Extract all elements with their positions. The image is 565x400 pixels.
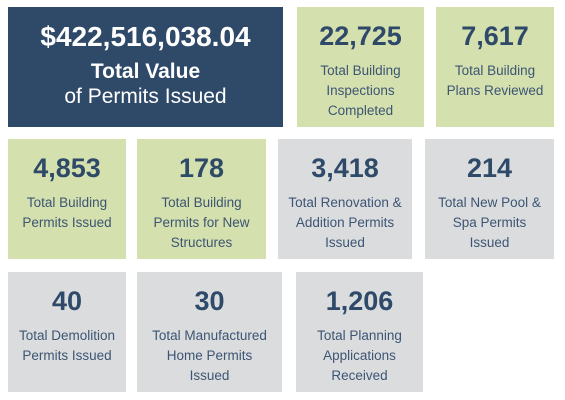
- total-value-card: $422,516,038.04 Total Value of Permits I…: [8, 7, 283, 127]
- stat-value: 4,853: [33, 153, 101, 183]
- planning-applications-card: 1,206 Total Planning Applications Receiv…: [296, 272, 423, 392]
- building-permits-issued-card: 4,853 Total Building Permits Issued: [8, 139, 126, 259]
- manufactured-home-permits-card: 30 Total Manufactured Home Permits Issue…: [137, 272, 282, 392]
- total-value-amount: $422,516,038.04: [40, 21, 251, 52]
- renovation-addition-permits-card: 3,418 Total Renovation & Addition Permit…: [278, 139, 412, 259]
- stat-value: 40: [51, 286, 83, 316]
- stat-value: 1,206: [325, 286, 394, 316]
- stat-label: Total New Pool & Spa Permits Issued: [438, 195, 541, 250]
- demolition-permits-card: 40 Total Demolition Permits Issued: [8, 272, 126, 392]
- stat-value: 214: [466, 153, 513, 183]
- pool-spa-permits-card: 214 Total New Pool & Spa Permits Issued: [425, 139, 554, 259]
- stat-label: Total Building Plans Reviewed: [446, 63, 544, 98]
- new-structures-permits-card: 178 Total Building Permits for New Struc…: [137, 139, 266, 259]
- stat-label: Total Renovation & Addition Permits Issu…: [288, 195, 402, 250]
- total-value-subtitle: of Permits Issued: [64, 85, 227, 108]
- total-value-title: Total Value: [90, 60, 201, 83]
- stat-label: Total Planning Applications Received: [317, 328, 402, 383]
- plans-reviewed-card: 7,617 Total Building Plans Reviewed: [436, 7, 554, 127]
- stat-value: 30: [194, 286, 225, 316]
- stat-label: Total Building Permits Issued: [22, 195, 112, 230]
- stat-value: 22,725: [319, 21, 402, 51]
- stat-value: 3,418: [311, 153, 379, 183]
- stat-label: Total Building Permits for New Structure…: [153, 195, 250, 250]
- inspections-completed-card: 22,725 Total Building Inspections Comple…: [297, 7, 424, 127]
- stat-label: Total Demolition Permits Issued: [18, 328, 116, 363]
- stat-label: Total Building Inspections Completed: [320, 63, 401, 118]
- stat-value: 7,617: [461, 21, 529, 51]
- stat-value: 178: [178, 153, 225, 183]
- stat-label: Total Manufactured Home Permits Issued: [152, 328, 267, 383]
